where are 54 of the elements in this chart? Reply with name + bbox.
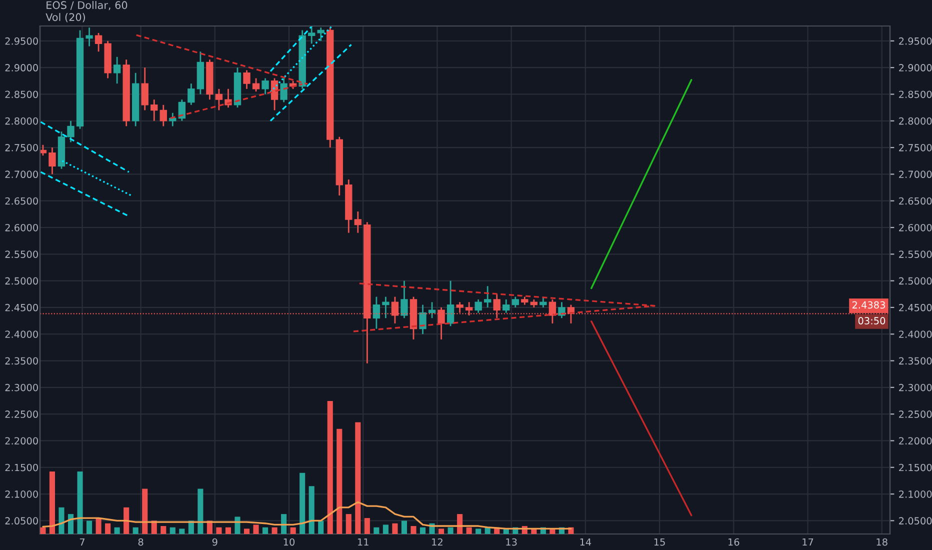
y-tick-label: 2.8000: [5, 117, 38, 125]
x-tick-label: 7: [80, 538, 85, 546]
y2-tick-label: 2.7000: [899, 170, 932, 178]
y-tick-label: 2.5500: [5, 250, 38, 258]
y2-tick-label: 2.1500: [899, 464, 932, 472]
x-tick-label: 18: [876, 538, 888, 546]
y2-tick-label: 2.2500: [899, 410, 932, 418]
x-tick-label: 10: [284, 538, 295, 546]
x-tick-label: 14: [580, 538, 592, 546]
y-tick-label: 2.6500: [5, 197, 38, 205]
y-tick-label: 2.4500: [5, 304, 38, 312]
y-tick-label: 2.9500: [5, 37, 38, 45]
y2-tick-label: 2.8000: [899, 117, 932, 125]
y2-tick-label: 2.1000: [899, 490, 932, 498]
y-tick-label: 2.8500: [5, 90, 38, 98]
x-tick-label: 9: [212, 538, 218, 546]
y2-tick-label: 2.4500: [899, 304, 932, 312]
y-tick-label: 2.1500: [5, 464, 38, 472]
y2-tick-label: 2.8500: [899, 90, 932, 98]
x-tick-label: 13: [506, 538, 517, 546]
x-tick-label: 17: [802, 538, 814, 546]
y2-tick-label: 2.9500: [899, 37, 932, 45]
y2-tick-label: 2.5000: [899, 277, 932, 285]
y-tick-label: 2.3500: [5, 357, 38, 365]
chart-title: Vol (20): [46, 13, 85, 22]
y-tick-label: 2.2000: [5, 437, 38, 445]
y2-tick-label: 2.3500: [899, 357, 932, 365]
chart-title: EOS / Dollar, 60: [46, 1, 128, 10]
x-tick-label: 16: [728, 538, 740, 546]
annotation: 03:50: [858, 317, 886, 324]
y-tick-label: 2.0500: [5, 517, 38, 525]
x-tick-label: 11: [358, 538, 368, 546]
y2-tick-label: 2.9000: [899, 64, 932, 72]
y-tick-label: 2.9000: [5, 64, 38, 72]
y2-tick-label: 2.5500: [899, 250, 932, 258]
y-tick-label: 2.3000: [5, 384, 38, 392]
y2-tick-label: 2.6000: [899, 224, 932, 232]
x-tick-label: 15: [654, 538, 665, 546]
x-tick-label: 12: [432, 538, 442, 546]
y2-tick-label: 2.2000: [899, 437, 932, 445]
y-tick-label: 2.2500: [5, 410, 38, 418]
y-tick-label: 2.6000: [5, 224, 38, 232]
y-tick-label: 2.7500: [5, 144, 38, 152]
y2-tick-label: 2.0500: [899, 517, 932, 525]
y-tick-label: 2.4000: [5, 330, 38, 338]
y-tick-label: 2.5000: [5, 277, 38, 285]
ref-line-label: 2.4383: [852, 301, 885, 309]
y-tick-label: 2.1000: [5, 490, 38, 498]
y-tick-label: 2.7000: [5, 170, 38, 178]
x-tick-label: 8: [138, 538, 144, 546]
y2-tick-label: 2.7500: [899, 144, 932, 152]
y2-tick-label: 2.6500: [899, 197, 932, 205]
y2-tick-label: 2.3000: [899, 384, 932, 392]
y2-tick-label: 2.4000: [899, 330, 932, 338]
